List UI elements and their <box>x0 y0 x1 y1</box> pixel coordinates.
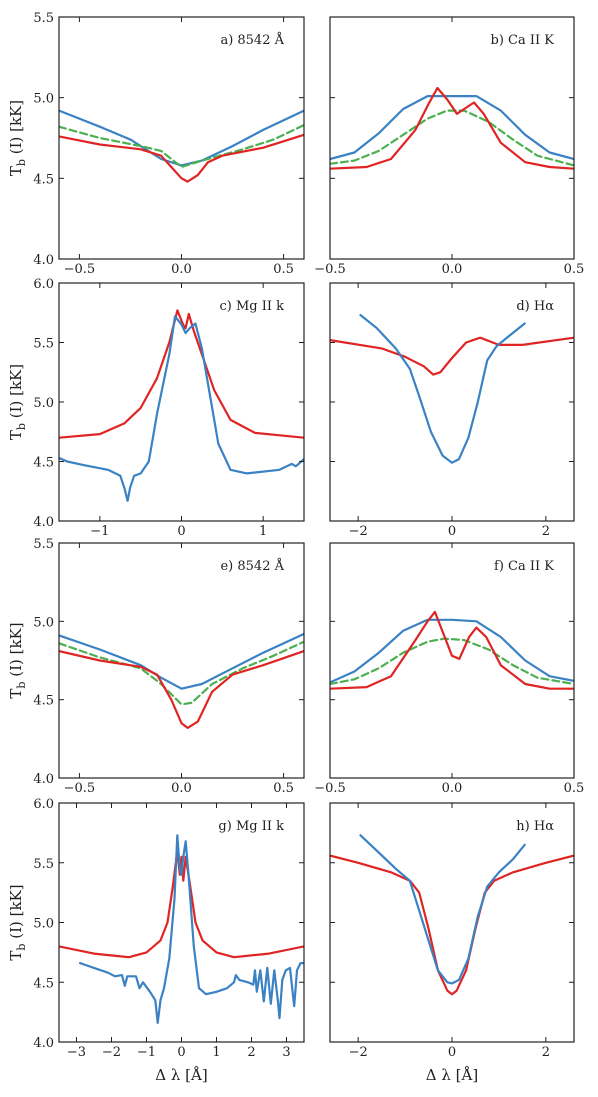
y-tick-label: 5.0 <box>33 615 54 630</box>
y-tick-label: 5.0 <box>33 396 54 411</box>
panel-2: −0.5 0.0 0.5 b) Ca II K <box>314 16 585 277</box>
x-tick-label: 0.0 <box>442 262 463 277</box>
series-line-red <box>59 849 304 959</box>
x-tick-label: 0 <box>448 1045 456 1060</box>
y-tick-label: 4.0 <box>33 772 54 787</box>
panel-7: −3 −2 −1 0 1 2 3 4.0 4.5 5.0 5.5 6.0 g) Mg II k Tb (I… <box>7 797 305 1084</box>
panel-6: −0.5 0.0 0.5 f) Ca II K <box>314 542 585 796</box>
y-tick-label: 5.5 <box>33 857 54 872</box>
series-line-green <box>59 640 304 706</box>
x-tick-label: −1 <box>90 524 109 539</box>
y-tick-label: 5.0 <box>33 917 54 932</box>
panel-4: −2 0 2 d) Hα <box>329 282 575 539</box>
x-tick-label: 0.0 <box>171 262 192 277</box>
panel-frame <box>329 16 575 260</box>
x-tick-label: −3 <box>67 1045 86 1060</box>
x-tick-label: 0.5 <box>273 781 294 796</box>
x-tick-label: −2 <box>102 1045 121 1060</box>
series-line-blue <box>330 95 574 161</box>
y-tick-label: 5.5 <box>33 537 54 552</box>
x-tick-label: 0.5 <box>564 262 585 277</box>
panel-3: −1 0 1 4.0 4.5 5.0 5.5 6.0 c) Mg II k Tb (I) [kK] <box>7 277 305 539</box>
x-axis-label: Δ λ [Å] <box>426 1066 478 1084</box>
x-tick-label: 0 <box>177 1045 185 1060</box>
panel-label: g) Mg II k <box>218 819 284 834</box>
panel-8: −2 0 2 h) Hα Δ λ [Å] <box>329 802 575 1084</box>
panel-label: b) Ca II K <box>491 33 555 48</box>
series-line-blue <box>59 315 304 502</box>
x-tick-label: −0.5 <box>314 262 346 277</box>
x-tick-label: 2 <box>542 524 550 539</box>
series-line-blue <box>359 834 526 985</box>
y-tick-label: 6.0 <box>33 797 54 812</box>
series-line-red <box>330 610 574 690</box>
x-tick-label: 0.5 <box>564 781 585 796</box>
x-tick-label: 0.5 <box>273 262 294 277</box>
x-tick-label: 3 <box>282 1045 290 1060</box>
x-tick-label: −2 <box>349 1045 368 1060</box>
y-tick-label: 4.0 <box>33 1036 54 1051</box>
panel-label: h) Hα <box>516 819 554 834</box>
series-line-red <box>330 854 574 996</box>
panel-label: a) 8542 Å <box>220 32 284 48</box>
x-tick-label: 2 <box>247 1045 255 1060</box>
series-line-blue <box>359 314 526 464</box>
panel-label: e) 8542 Å <box>220 558 284 574</box>
series-line-green <box>330 109 574 167</box>
panel-label: d) Hα <box>516 299 554 314</box>
y-axis-label: Tb (I) [kK] <box>7 884 28 960</box>
y-axis-label: Tb (I) [kK] <box>7 100 28 176</box>
y-axis-label: Tb (I) [kK] <box>7 364 28 440</box>
x-tick-label: 0.0 <box>442 781 463 796</box>
y-tick-label: 4.0 <box>33 515 54 530</box>
series-line-green <box>59 124 304 169</box>
panel-1: −0.5 0.0 0.5 4.0 4.5 5.0 5.5 a) 8542 Å Tb (I) [k… <box>7 11 305 277</box>
y-tick-label: 4.5 <box>33 694 54 709</box>
panel-5: −0.5 0.0 0.5 4.0 4.5 5.0 5.5 e) 8542 Å Tb (I) [k… <box>7 537 305 796</box>
x-tick-label: 2 <box>542 1045 550 1060</box>
series-line-red <box>59 309 304 439</box>
y-tick-label: 4.5 <box>33 172 54 187</box>
panel-frame <box>329 542 575 779</box>
x-tick-label: −0.5 <box>314 781 346 796</box>
x-tick-label: 0 <box>448 524 456 539</box>
y-tick-label: 4.5 <box>33 456 54 471</box>
series-line-blue <box>59 632 304 690</box>
x-axis-label: Δ λ [Å] <box>155 1066 207 1084</box>
series-line-red <box>59 650 304 729</box>
x-tick-label: −2 <box>349 524 368 539</box>
x-tick-label: 1 <box>212 1045 220 1060</box>
panel-frame <box>329 802 575 1043</box>
x-tick-label: 0.0 <box>171 781 192 796</box>
y-tick-label: 5.0 <box>33 92 54 107</box>
x-tick-label: −0.5 <box>64 781 96 796</box>
panel-label: f) Ca II K <box>494 559 554 574</box>
panel-frame <box>58 802 305 1043</box>
x-tick-label: −1 <box>137 1045 156 1060</box>
y-tick-label: 4.0 <box>33 253 54 268</box>
y-axis-label: Tb (I) [kK] <box>7 622 28 698</box>
series-line-blue <box>330 618 574 684</box>
y-tick-label: 5.5 <box>33 337 54 352</box>
series-line-red <box>330 336 574 376</box>
x-tick-label: −0.5 <box>64 262 96 277</box>
y-tick-label: 4.5 <box>33 976 54 991</box>
series-line-blue <box>78 834 304 1024</box>
x-tick-label: 1 <box>259 524 267 539</box>
series-line-red <box>330 86 574 170</box>
series-line-red <box>59 133 304 183</box>
panel-label: c) Mg II k <box>219 299 284 314</box>
series-line-blue <box>59 109 304 167</box>
y-tick-label: 6.0 <box>33 277 54 292</box>
y-tick-label: 5.5 <box>33 11 54 26</box>
x-tick-label: 0 <box>177 524 185 539</box>
